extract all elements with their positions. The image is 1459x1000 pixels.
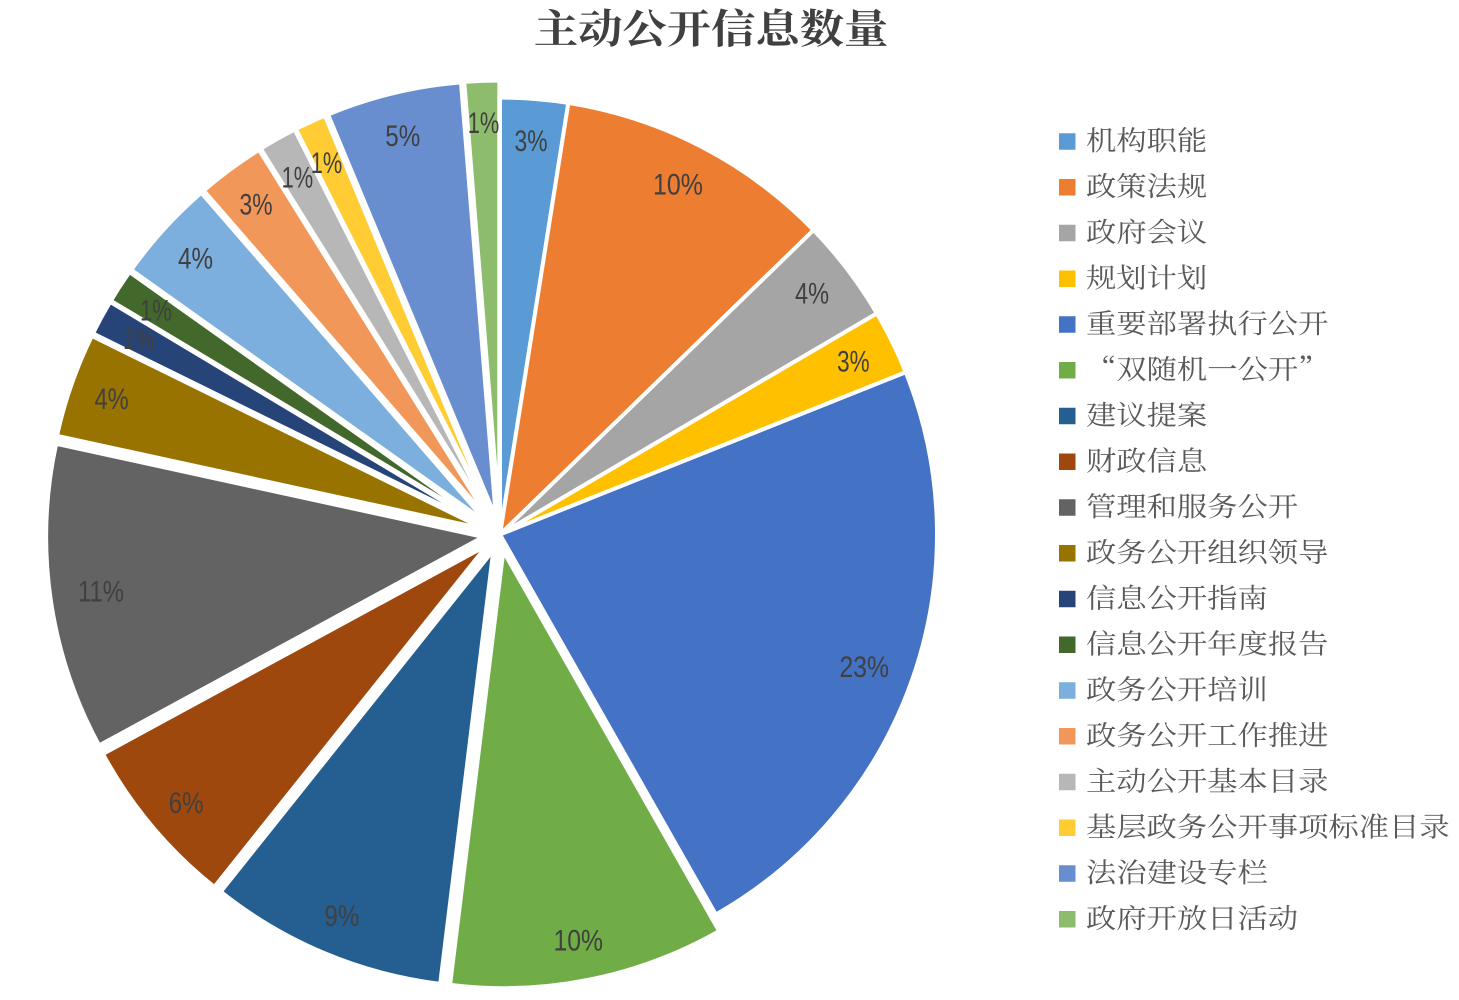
svg-text:1%: 1%: [140, 294, 172, 327]
svg-text:1%: 1%: [123, 323, 155, 356]
svg-text:10%: 10%: [554, 925, 604, 958]
svg-text:10%: 10%: [653, 168, 703, 201]
svg-text:3%: 3%: [837, 345, 870, 378]
svg-text:5%: 5%: [385, 120, 420, 153]
svg-text:1%: 1%: [282, 161, 314, 194]
svg-text:4%: 4%: [178, 242, 213, 275]
svg-text:4%: 4%: [795, 277, 829, 310]
svg-text:3%: 3%: [240, 188, 273, 221]
svg-text:11%: 11%: [78, 575, 124, 608]
svg-text:3%: 3%: [515, 125, 548, 158]
svg-text:23%: 23%: [840, 651, 890, 684]
svg-text:1%: 1%: [468, 107, 500, 140]
svg-text:6%: 6%: [169, 787, 204, 820]
svg-text:9%: 9%: [324, 900, 359, 933]
svg-text:4%: 4%: [94, 383, 128, 416]
svg-text:1%: 1%: [311, 147, 343, 180]
